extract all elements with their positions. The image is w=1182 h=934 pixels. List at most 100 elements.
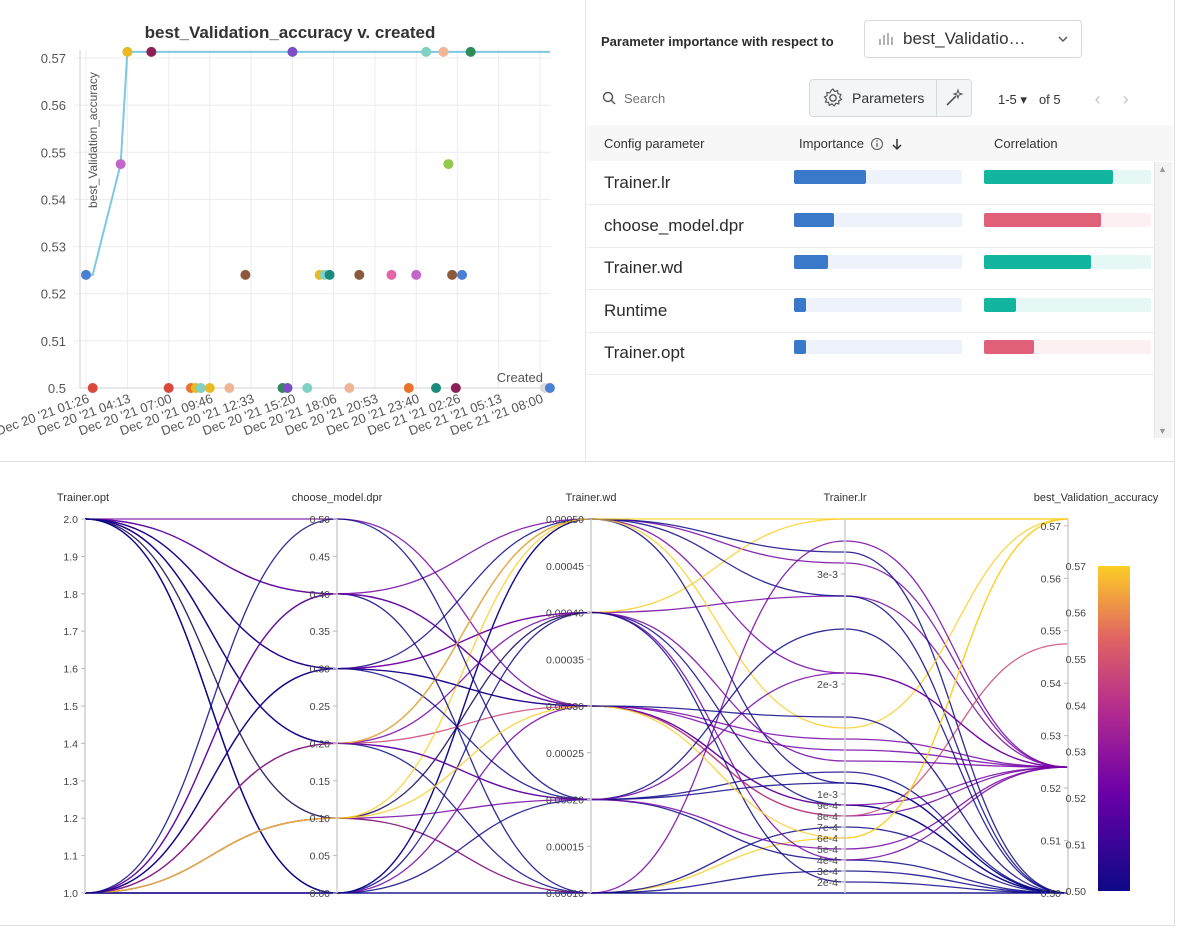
scatter-point[interactable]	[386, 269, 397, 280]
y-tick-label: 0.53	[41, 240, 66, 255]
scatter-point[interactable]	[224, 383, 235, 393]
scrollbar[interactable]: ▲ ▼	[1154, 162, 1172, 438]
scatter-point[interactable]	[450, 383, 461, 393]
correlation-bar	[984, 212, 1151, 227]
parameters-button-label: Parameters	[852, 90, 925, 106]
next-page-icon[interactable]: ›	[1122, 89, 1129, 109]
color-scale-label: 0.50	[1066, 886, 1087, 898]
axes[interactable]: Trainer.opt 2.0 1.9 1.8 1.7 1.6 1.5 1.4 1.3 1.2 1.…	[57, 492, 1159, 900]
y-tick-label: 0.52	[41, 287, 66, 302]
scatter-point[interactable]	[163, 383, 174, 393]
scatter-point[interactable]	[354, 269, 365, 280]
axis-tick-label: 0.51	[1041, 836, 1062, 848]
scatter-point[interactable]	[457, 269, 468, 280]
parameters-button[interactable]: Parameters	[810, 80, 938, 116]
importance-bar	[794, 297, 962, 312]
scatter-point[interactable]	[282, 383, 293, 393]
info-icon[interactable]	[870, 137, 884, 151]
scatter-point[interactable]	[421, 46, 432, 57]
metric-dropdown[interactable]: best_Validatio…	[864, 20, 1082, 58]
parameter-row[interactable]: choose_model.dpr	[587, 205, 1155, 248]
scatter-point[interactable]	[195, 383, 206, 393]
x-axis-label: Created	[497, 370, 543, 385]
prev-page-icon[interactable]: ‹	[1094, 89, 1101, 109]
axis-title: best_Validation_accuracy	[1034, 492, 1159, 504]
scatter-point[interactable]	[240, 269, 251, 280]
scatter-point[interactable]	[544, 383, 555, 393]
axis-tick-label: 0.35	[310, 626, 331, 638]
column-importance[interactable]: Importance	[799, 136, 904, 151]
scatter-point[interactable]	[122, 46, 133, 57]
scatter-point[interactable]	[438, 46, 449, 57]
parameter-row[interactable]: Runtime	[587, 290, 1155, 333]
scatter-point[interactable]	[447, 269, 458, 280]
scatter-point[interactable]	[465, 46, 476, 57]
correlation-bar-fill	[984, 170, 1113, 184]
axis-tick-label: 0.50	[1041, 888, 1062, 900]
run-line[interactable]	[84, 518, 1069, 894]
axis-tick-label: 7e-4	[817, 822, 838, 834]
parameter-row[interactable]: Trainer.lr	[587, 162, 1155, 205]
parameter-row[interactable]: Trainer.wd	[587, 247, 1155, 290]
scatter-point[interactable]	[87, 383, 98, 393]
color-scale-label: 0.52	[1066, 793, 1087, 805]
run-line[interactable]	[84, 518, 1069, 894]
color-scale-label: 0.56	[1066, 607, 1087, 619]
scroll-down-icon[interactable]: ▼	[1158, 426, 1167, 436]
axis-3[interactable]: Trainer.wd 0.00050 0.00045 0.00040 0.00035 0.…	[546, 492, 616, 900]
scatter-point[interactable]	[302, 383, 313, 393]
parallel-coordinates-panel: Trainer.opt 2.0 1.9 1.8 1.7 1.6 1.5 1.4 1.3 1.2 1.…	[0, 461, 1175, 926]
scatter-points[interactable]	[81, 46, 555, 393]
correlation-bar	[984, 297, 1151, 312]
axis-4[interactable]: Trainer.lr 3e-3 2e-3 1e-39e-48e-47e-46e-45e…	[817, 492, 867, 893]
parameter-row[interactable]: Trainer.opt	[587, 332, 1155, 375]
scatter-point[interactable]	[146, 46, 157, 57]
parameter-name: Trainer.lr	[604, 173, 671, 192]
scatter-point[interactable]	[431, 383, 442, 393]
run-line[interactable]	[84, 593, 1069, 894]
color-scale-label: 0.57	[1066, 561, 1087, 573]
search-input[interactable]	[622, 89, 796, 107]
axis-5[interactable]: best_Validation_accuracy 0.57 0.56 0.55 0.54…	[1034, 492, 1159, 900]
pagination: 1-5 ▾ of 5 ‹ ›	[998, 89, 1129, 110]
sort-down-icon[interactable]	[890, 137, 904, 151]
importance-panel: Parameter importance with respect to bes…	[585, 0, 1175, 460]
scatter-point[interactable]	[443, 159, 454, 170]
axis-1[interactable]: Trainer.opt 2.0 1.9 1.8 1.7 1.6 1.5 1.4 1.3 1.2 1.…	[57, 492, 109, 900]
axis-tick-label: 0.57	[1041, 521, 1062, 533]
scatter-point[interactable]	[344, 383, 355, 393]
page-range-select[interactable]: 1-5 ▾	[998, 91, 1027, 107]
parameters-button-group: Parameters	[809, 79, 973, 117]
importance-bar	[794, 255, 962, 269]
scroll-up-icon[interactable]: ▲	[1158, 164, 1167, 174]
color-scale-bar	[1098, 566, 1130, 891]
chart-title: best_Validation_accuracy v. created	[145, 23, 436, 42]
axis-tick-label: 0.50	[310, 514, 331, 526]
run-line[interactable]	[84, 667, 1069, 894]
scatter-point[interactable]	[411, 269, 422, 280]
scatter-point[interactable]	[81, 269, 91, 280]
scatter-point[interactable]	[115, 159, 126, 170]
axis-title: choose_model.dpr	[292, 492, 383, 504]
column-config-parameter[interactable]: Config parameter	[604, 136, 705, 151]
axis-tick-label: 6e-4	[817, 833, 838, 845]
axis-2[interactable]: choose_model.dpr 0.50 0.45 0.40 0.35 0.30 0.25…	[292, 492, 383, 900]
y-tick-label: 0.57	[41, 51, 66, 66]
magic-wand-button[interactable]	[937, 80, 972, 116]
axis-tick-label: 0.15	[310, 776, 331, 788]
column-correlation[interactable]: Correlation	[994, 136, 1058, 151]
axis-tick-label: 0.00025	[546, 748, 584, 760]
axis-tick-label: 3e-4	[817, 866, 838, 878]
scatter-point[interactable]	[403, 383, 414, 393]
run-line[interactable]	[84, 518, 1069, 894]
axis-tick-label: 2e-4	[817, 877, 838, 889]
scatter-point[interactable]	[204, 383, 215, 393]
y-tick-label: 0.55	[41, 145, 66, 160]
axis-tick-label: 0.00050	[546, 514, 584, 526]
importance-bar	[794, 170, 962, 184]
scatter-point[interactable]	[324, 269, 335, 280]
run-line[interactable]	[84, 766, 1069, 894]
search-box[interactable]	[602, 86, 802, 110]
scatter-point[interactable]	[287, 46, 298, 57]
axis-tick-label: 0.30	[310, 664, 331, 676]
